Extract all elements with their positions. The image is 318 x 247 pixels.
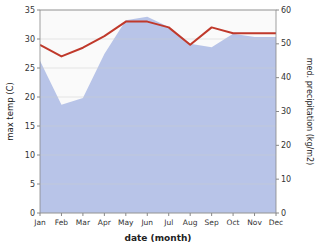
y-tick-label: 35: [25, 6, 35, 15]
y-axis-label: max temp (C): [5, 82, 15, 141]
y-tick-label: 0: [30, 209, 35, 218]
grid-line: [40, 39, 276, 40]
plot-frame: [40, 10, 276, 213]
precip-area: [40, 17, 276, 213]
x-tick: [254, 213, 255, 216]
y2-axis-label: med. precipitation (kg/m2): [305, 58, 314, 165]
y2-tick-label: 0: [281, 209, 286, 218]
grid-line: [40, 68, 276, 69]
x-tick-label: May: [118, 218, 134, 227]
grid-line: [40, 184, 276, 185]
x-tick-label: Apr: [98, 218, 112, 227]
y2-tick: [276, 179, 279, 180]
y-tick-label: 25: [25, 64, 35, 73]
y-tick: [37, 184, 40, 185]
x-tick: [211, 213, 212, 216]
y2-tick: [276, 77, 279, 78]
y2-tick-label: 10: [281, 175, 291, 184]
y2-tick-label: 20: [281, 141, 291, 150]
x-tick-label: Aug: [183, 218, 198, 227]
x-tick: [147, 213, 148, 216]
y-tick: [37, 155, 40, 156]
x-tick: [276, 213, 277, 216]
chart-container: 0 5 10 15 20 25 30 35 0 10 20 30 40 50 60 Jan Feb Mar Apr M…: [0, 0, 318, 247]
y-tick: [37, 39, 40, 40]
x-tick-label: Feb: [55, 218, 69, 227]
y-tick-label: 5: [30, 180, 35, 189]
x-axis-label: date (month): [125, 233, 192, 243]
grid-line: [40, 155, 276, 156]
grid-line: [40, 126, 276, 127]
grid: [40, 10, 276, 213]
x-tick-label: Oct: [227, 218, 240, 227]
x-tick-label: Dec: [269, 218, 284, 227]
y-tick-label: 15: [25, 122, 35, 131]
x-tick-label: Sep: [205, 218, 219, 227]
y2-tick: [276, 111, 279, 112]
plot-background: [40, 10, 276, 213]
y2-tick-label: 60: [281, 6, 291, 15]
y-tick: [37, 126, 40, 127]
y-tick: [37, 97, 40, 98]
y2-tick-label: 50: [281, 39, 291, 48]
x-tick-label: Jan: [33, 218, 46, 227]
y-tick-label: 30: [25, 35, 35, 44]
temp-line: [40, 22, 276, 57]
grid-line: [40, 97, 276, 98]
x-tick: [82, 213, 83, 216]
x-tick-label: Jun: [140, 218, 153, 227]
y-tick-label: 10: [25, 151, 35, 160]
y2-tick: [276, 145, 279, 146]
x-tick: [104, 213, 105, 216]
y-tick: [37, 10, 40, 11]
x-tick: [190, 213, 191, 216]
x-tick: [125, 213, 126, 216]
y2-tick: [276, 43, 279, 44]
chart: 0 5 10 15 20 25 30 35 0 10 20 30 40 50 60 Jan Feb Mar Apr M…: [0, 0, 318, 247]
y2-tick: [276, 10, 279, 11]
x-tick: [40, 213, 41, 216]
y2-tick-label: 40: [281, 73, 291, 82]
y2-tick-label: 30: [281, 107, 291, 116]
y-tick-label: 20: [25, 93, 35, 102]
y-tick: [37, 68, 40, 69]
plot-area: [40, 17, 276, 213]
line-layer: [40, 22, 276, 57]
x-tick: [233, 213, 234, 216]
x-tick-label: Nov: [247, 218, 262, 227]
x-tick-label: Jul: [163, 218, 173, 227]
x-tick-label: Mar: [76, 218, 91, 227]
x-tick: [168, 213, 169, 216]
x-tick: [61, 213, 62, 216]
